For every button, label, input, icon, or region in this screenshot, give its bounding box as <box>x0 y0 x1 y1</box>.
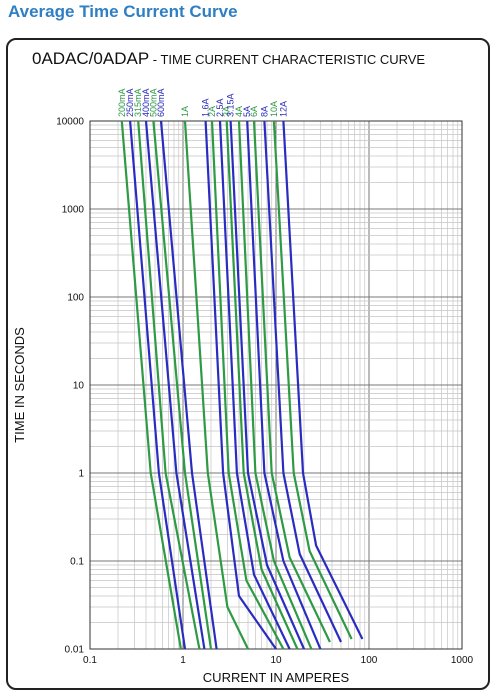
curve-3.15A <box>229 120 306 650</box>
curve-6A <box>252 120 331 643</box>
curve-label: 2A <box>207 106 217 117</box>
curve-label: 8A <box>259 106 269 117</box>
curve-400mA <box>144 120 206 650</box>
grid <box>89 121 462 650</box>
page-title: Average Time Current Curve <box>8 2 238 21</box>
curve-label: 6A <box>249 106 259 117</box>
x-tick-label: 1000 <box>451 655 474 666</box>
curve-label: 500mA <box>148 88 158 117</box>
curve-4A <box>237 120 313 650</box>
chart-title-part: - TIME CURRENT CHARACTERISTIC CURVE <box>149 52 425 67</box>
x-tick-label: 100 <box>361 655 378 666</box>
chart-title-part: 0ADAC/0ADAP <box>32 49 149 68</box>
curve-200mA <box>120 120 182 650</box>
curve-label: 1.6A <box>201 98 211 117</box>
curve-2A <box>210 120 285 650</box>
curve-10A <box>272 120 353 640</box>
curve-label: 400mA <box>141 88 151 117</box>
curve-label: 2.5A <box>215 98 225 117</box>
y-tick-labels: 0.01 0.1 1 10 100 1000 10000 <box>56 117 84 656</box>
curve-label: 5A <box>242 106 252 117</box>
curve-12A <box>282 120 364 640</box>
y-tick-label: 1000 <box>62 205 85 216</box>
curve-label: 10A <box>269 101 279 117</box>
curve-label: 12A <box>278 101 288 117</box>
curve-label: 3.15A <box>226 93 236 117</box>
curve-3A <box>225 120 299 650</box>
curve-315mA <box>137 120 201 650</box>
curve-1.6A <box>204 120 277 650</box>
x-tick-label: 10 <box>270 655 282 666</box>
x-tick-label: 0.1 <box>83 655 97 666</box>
curve-label: 3A <box>222 106 232 117</box>
curve-label: 4A <box>234 106 244 117</box>
y-tick-label: 0.01 <box>65 645 85 656</box>
y-axis-label: TIME IN SECONDS <box>12 327 27 443</box>
curve-2.5A <box>218 120 291 650</box>
y-tick-label: 1 <box>78 469 84 480</box>
y-tick-label: 10 <box>73 381 85 392</box>
curve-label: 1A <box>180 106 190 117</box>
y-tick-label: 10000 <box>56 117 84 128</box>
y-tick-label: 100 <box>67 293 84 304</box>
curve-1A <box>183 120 249 650</box>
x-tick-label: 1 <box>180 655 186 666</box>
curve-500mA <box>152 120 213 650</box>
curve-label: 600mA <box>156 88 166 117</box>
curve-label: 200mA <box>117 88 127 117</box>
y-tick-label: 0.1 <box>70 557 84 568</box>
curve-250mA <box>129 120 187 650</box>
x-axis-label: CURRENT IN AMPERES <box>203 670 350 685</box>
curve-label: 315mA <box>133 88 143 117</box>
curve-8A <box>263 120 342 643</box>
curve-5A <box>246 120 322 650</box>
x-tick-labels: 0.1 1 10 100 1000 <box>83 655 474 666</box>
curve-label: 250mA <box>125 88 135 117</box>
curves <box>120 120 364 650</box>
chart-title: 0ADAC/0ADAP - TIME CURRENT CHARACTERISTI… <box>32 49 425 68</box>
curve-600mA <box>159 120 218 650</box>
